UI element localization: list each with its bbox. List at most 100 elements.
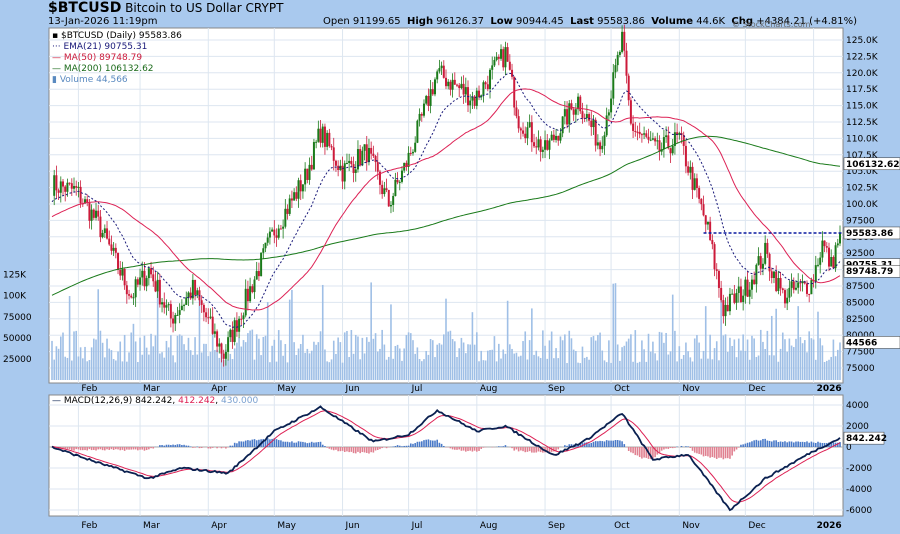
volume-bar — [431, 340, 434, 380]
price-tick-label: 110.0K — [846, 134, 879, 144]
macd-hist-bar — [467, 447, 469, 452]
volume-bar — [194, 337, 196, 380]
macd-hist-bar — [817, 441, 819, 447]
price-tick-label: 92500 — [846, 249, 875, 259]
macd-hist-bar — [700, 447, 703, 455]
volume-bar — [196, 354, 199, 380]
macd-tick-label: -2000 — [846, 464, 872, 474]
candle-body — [489, 69, 492, 90]
volume-bar — [647, 333, 650, 380]
volume-bar — [200, 352, 203, 380]
legend-price: ▪ $BTCUSD (Daily) 95583.86 — [52, 31, 182, 41]
candle-body — [592, 119, 595, 128]
candle-body — [761, 263, 764, 269]
candle-body — [108, 238, 111, 245]
macd-hist-bar — [319, 441, 322, 447]
volume-bar — [487, 350, 489, 380]
candle-body — [469, 100, 472, 106]
volume-bar — [335, 353, 337, 380]
macd-hist-bar — [396, 445, 399, 447]
volume-bar — [801, 343, 804, 380]
macd-hist-bar — [627, 447, 630, 452]
candle-body — [775, 271, 778, 291]
macd-hist-bar — [786, 442, 788, 447]
macd-hist-bar — [680, 445, 683, 447]
instrument-name: Bitcoin to US Dollar — [125, 1, 242, 15]
macd-hist-bar — [722, 447, 725, 460]
macd-hist-bar — [123, 447, 126, 451]
macd-hist-bar — [207, 447, 210, 449]
macd-hist-bar — [704, 447, 707, 456]
macd-hist-bar — [363, 447, 366, 453]
macd-hist-bar — [524, 447, 527, 453]
candle-body — [95, 210, 98, 218]
volume-bar — [735, 357, 738, 380]
macd-hist-bar — [299, 441, 302, 447]
volume-bar — [806, 352, 808, 380]
macd-hist-bar — [293, 442, 295, 447]
volume-bar — [392, 358, 394, 380]
candle-body — [350, 160, 353, 165]
macd-hist-bar — [97, 447, 100, 450]
volume-bar — [698, 342, 700, 380]
macd-hist-bar — [121, 447, 124, 450]
volume-bar — [638, 361, 641, 380]
volume-bar — [458, 348, 461, 380]
candle-body — [125, 285, 128, 295]
candle-body — [224, 351, 227, 359]
macd-hist-bar — [720, 447, 722, 458]
candle-body — [323, 126, 326, 147]
x-tick-label: Jul — [411, 384, 423, 394]
volume-bar — [176, 335, 179, 380]
volume-bar — [132, 323, 135, 380]
candle-body — [451, 79, 454, 90]
macd-hist-bar — [528, 447, 531, 452]
volume-bar — [586, 356, 588, 380]
volume-bar — [821, 345, 824, 380]
macd-hist-bar — [812, 442, 815, 447]
candle-body — [143, 270, 146, 287]
volume-bar — [86, 361, 89, 380]
macd-hist-bar — [839, 442, 841, 447]
candle-body — [464, 87, 467, 95]
volume-bar — [304, 352, 306, 380]
volume-bar — [548, 340, 551, 380]
macd-hist-bar — [520, 447, 522, 451]
macd-hist-bar — [436, 439, 438, 447]
candle-body — [634, 130, 637, 132]
candle-body — [614, 65, 617, 73]
volume-bar — [836, 349, 839, 380]
macd-hist-bar — [145, 447, 148, 451]
candle-body — [264, 242, 267, 249]
volume-bar — [535, 350, 538, 380]
volume-bar — [456, 356, 458, 380]
volume-bar — [517, 356, 520, 380]
legend-ma50: — MA(50) 89748.79 — [52, 53, 143, 63]
macd-hist-bar — [557, 447, 560, 450]
price-tick-label: 115.0K — [846, 102, 879, 112]
volume-bar — [768, 355, 771, 380]
macd-hist-bar — [691, 447, 694, 451]
candle-body — [678, 132, 681, 135]
macd-hist-bar — [665, 447, 667, 449]
volume-bar — [764, 348, 766, 380]
candle-body — [431, 89, 434, 95]
volume-bar — [170, 335, 172, 380]
volume-bar — [401, 360, 403, 380]
macd-hist-bar — [178, 444, 181, 447]
candle-body — [764, 242, 767, 264]
candle-body — [810, 280, 813, 295]
macd-hist-bar — [630, 447, 632, 453]
x-tick-label: Apr — [211, 521, 227, 531]
candle-body — [728, 293, 731, 312]
volume-bar — [742, 334, 744, 380]
x-tick-label: Feb — [81, 384, 97, 394]
volume-bar — [634, 330, 637, 380]
volume-bar — [641, 340, 643, 380]
macd-hist-bar — [570, 444, 573, 447]
candle-body — [722, 300, 725, 317]
volume-bar — [656, 360, 659, 380]
macd-hist-bar — [401, 446, 403, 447]
volume-bar — [722, 335, 725, 380]
